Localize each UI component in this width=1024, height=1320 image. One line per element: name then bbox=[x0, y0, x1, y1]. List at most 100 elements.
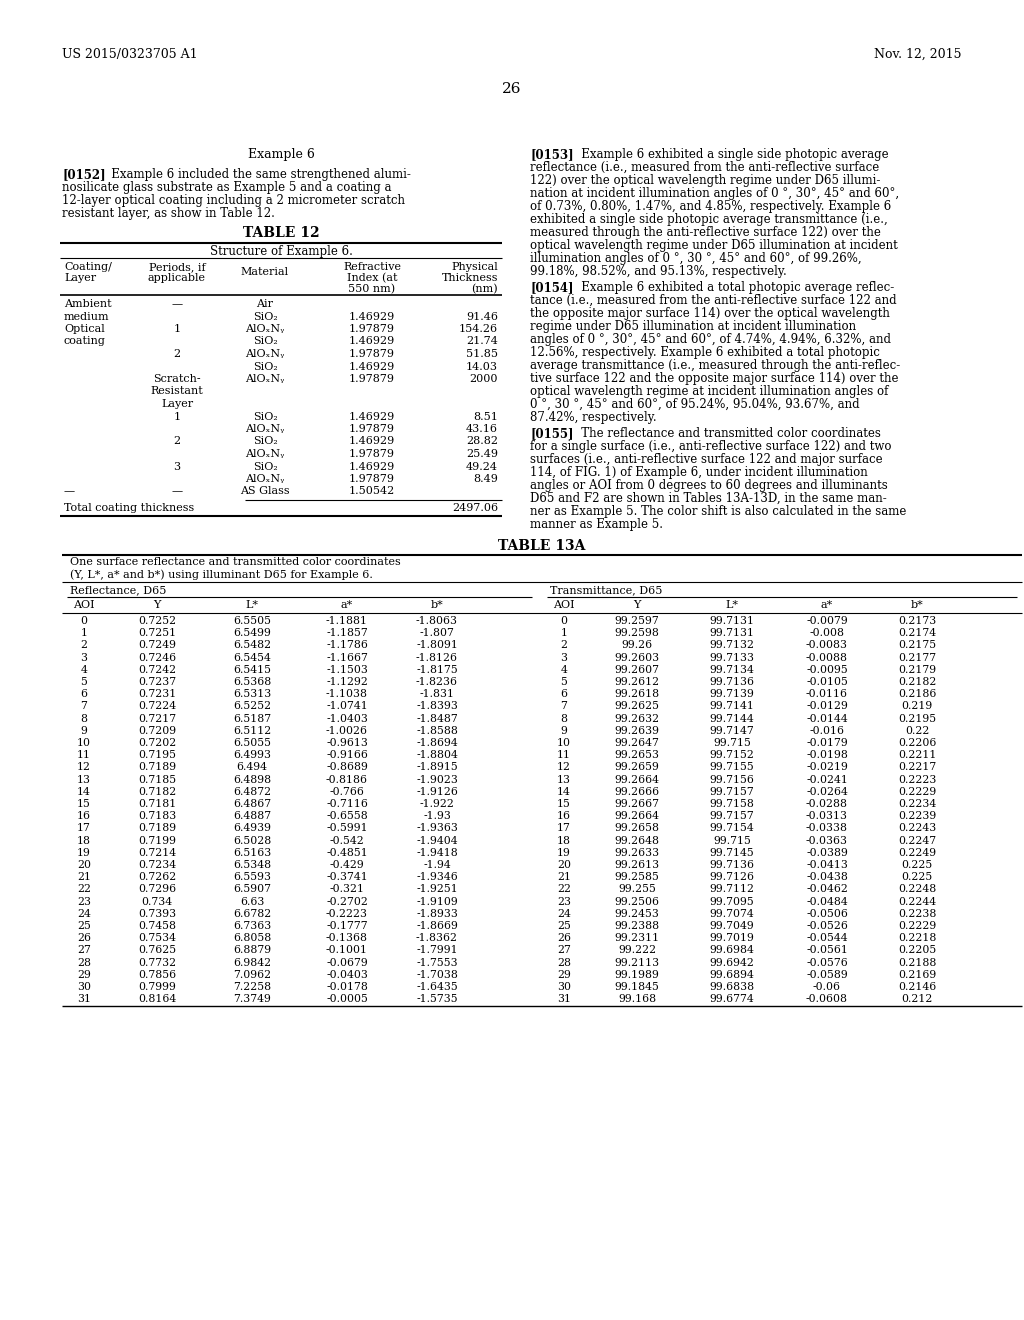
Text: -0.1777: -0.1777 bbox=[327, 921, 368, 931]
Text: 1.46929: 1.46929 bbox=[349, 362, 395, 371]
Text: 6.5499: 6.5499 bbox=[233, 628, 271, 638]
Text: 15: 15 bbox=[557, 799, 571, 809]
Text: -0.6558: -0.6558 bbox=[326, 812, 368, 821]
Text: L*: L* bbox=[725, 601, 738, 610]
Text: a*: a* bbox=[821, 601, 834, 610]
Text: -0.429: -0.429 bbox=[330, 861, 365, 870]
Text: 0.7214: 0.7214 bbox=[138, 847, 176, 858]
Text: -0.0608: -0.0608 bbox=[806, 994, 848, 1005]
Text: -0.0338: -0.0338 bbox=[806, 824, 848, 833]
Text: 9: 9 bbox=[81, 726, 87, 735]
Text: 1.97879: 1.97879 bbox=[349, 424, 395, 434]
Text: 0.2243: 0.2243 bbox=[898, 824, 936, 833]
Text: 0.7224: 0.7224 bbox=[138, 701, 176, 711]
Text: -0.2223: -0.2223 bbox=[326, 908, 368, 919]
Text: 0.2211: 0.2211 bbox=[898, 750, 936, 760]
Text: -0.0079: -0.0079 bbox=[806, 616, 848, 626]
Text: 99.7152: 99.7152 bbox=[710, 750, 755, 760]
Text: 99.2597: 99.2597 bbox=[614, 616, 659, 626]
Text: 6.5348: 6.5348 bbox=[232, 861, 271, 870]
Text: angles of 0 °, 30°, 45° and 60°, of 4.74%, 4.94%, 6.32%, and: angles of 0 °, 30°, 45° and 60°, of 4.74… bbox=[530, 333, 891, 346]
Text: 0.7182: 0.7182 bbox=[138, 787, 176, 797]
Text: 99.26: 99.26 bbox=[622, 640, 652, 651]
Text: 0.7199: 0.7199 bbox=[138, 836, 176, 846]
Text: Example 6 exhibited a total photopic average reflec-: Example 6 exhibited a total photopic ave… bbox=[570, 281, 894, 294]
Text: -1.7038: -1.7038 bbox=[416, 970, 458, 979]
Text: -0.0088: -0.0088 bbox=[806, 652, 848, 663]
Text: 3: 3 bbox=[173, 462, 180, 471]
Text: 0.7246: 0.7246 bbox=[138, 652, 176, 663]
Text: 28: 28 bbox=[77, 957, 91, 968]
Text: 6.8058: 6.8058 bbox=[232, 933, 271, 944]
Text: 0.225: 0.225 bbox=[901, 861, 933, 870]
Text: 99.7157: 99.7157 bbox=[710, 812, 755, 821]
Text: 99.715: 99.715 bbox=[713, 738, 751, 748]
Text: -0.0403: -0.0403 bbox=[326, 970, 368, 979]
Text: 6.5187: 6.5187 bbox=[232, 714, 271, 723]
Text: 7.0962: 7.0962 bbox=[232, 970, 271, 979]
Text: 27: 27 bbox=[557, 945, 571, 956]
Text: 31: 31 bbox=[557, 994, 571, 1005]
Text: -1.1292: -1.1292 bbox=[326, 677, 368, 686]
Text: -0.0179: -0.0179 bbox=[806, 738, 848, 748]
Text: 19: 19 bbox=[77, 847, 91, 858]
Text: 6.5028: 6.5028 bbox=[232, 836, 271, 846]
Text: Material: Material bbox=[241, 267, 289, 277]
Text: 0.7732: 0.7732 bbox=[138, 957, 176, 968]
Text: -1.1881: -1.1881 bbox=[326, 616, 368, 626]
Text: -1.1857: -1.1857 bbox=[326, 628, 368, 638]
Text: 1.97879: 1.97879 bbox=[349, 474, 395, 484]
Text: tive surface 122 and the opposite major surface 114) over the: tive surface 122 and the opposite major … bbox=[530, 372, 898, 385]
Text: 6.5415: 6.5415 bbox=[233, 665, 271, 675]
Text: 6: 6 bbox=[81, 689, 87, 700]
Text: 99.7134: 99.7134 bbox=[710, 665, 755, 675]
Text: 0.2234: 0.2234 bbox=[898, 799, 936, 809]
Text: 99.7144: 99.7144 bbox=[710, 714, 755, 723]
Text: -1.9023: -1.9023 bbox=[416, 775, 458, 784]
Text: 0.7183: 0.7183 bbox=[138, 812, 176, 821]
Text: 6.5112: 6.5112 bbox=[232, 726, 271, 735]
Text: 0.2249: 0.2249 bbox=[898, 847, 936, 858]
Text: 30: 30 bbox=[557, 982, 571, 993]
Text: 0.7262: 0.7262 bbox=[138, 873, 176, 882]
Text: ner as Example 5. The color shift is also calculated in the same: ner as Example 5. The color shift is als… bbox=[530, 506, 906, 517]
Text: 99.7126: 99.7126 bbox=[710, 873, 755, 882]
Text: 6.4898: 6.4898 bbox=[232, 775, 271, 784]
Text: 13: 13 bbox=[557, 775, 571, 784]
Text: 99.6984: 99.6984 bbox=[710, 945, 755, 956]
Text: [0152]: [0152] bbox=[62, 168, 105, 181]
Text: 0.2177: 0.2177 bbox=[898, 652, 936, 663]
Text: -0.8186: -0.8186 bbox=[326, 775, 368, 784]
Text: optical wavelength regime at incident illumination angles of: optical wavelength regime at incident il… bbox=[530, 385, 889, 399]
Text: 24: 24 bbox=[557, 908, 571, 919]
Text: 99.7155: 99.7155 bbox=[710, 763, 755, 772]
Text: 99.6838: 99.6838 bbox=[710, 982, 755, 993]
Text: 8: 8 bbox=[560, 714, 567, 723]
Text: 11: 11 bbox=[557, 750, 571, 760]
Text: 99.2648: 99.2648 bbox=[614, 836, 659, 846]
Text: 99.7139: 99.7139 bbox=[710, 689, 755, 700]
Text: 18: 18 bbox=[77, 836, 91, 846]
Text: -1.8393: -1.8393 bbox=[416, 701, 458, 711]
Text: coating: coating bbox=[63, 337, 105, 346]
Text: 99.7147: 99.7147 bbox=[710, 726, 755, 735]
Text: 0.7189: 0.7189 bbox=[138, 824, 176, 833]
Text: 99.2667: 99.2667 bbox=[614, 799, 659, 809]
Text: 99.2453: 99.2453 bbox=[614, 908, 659, 919]
Text: 0.7252: 0.7252 bbox=[138, 616, 176, 626]
Text: 6.7363: 6.7363 bbox=[232, 921, 271, 931]
Text: 99.7131: 99.7131 bbox=[710, 628, 755, 638]
Text: 0.7296: 0.7296 bbox=[138, 884, 176, 895]
Text: 99.7019: 99.7019 bbox=[710, 933, 755, 944]
Text: 1.46929: 1.46929 bbox=[349, 337, 395, 346]
Text: -0.0095: -0.0095 bbox=[806, 665, 848, 675]
Text: -1.6435: -1.6435 bbox=[416, 982, 458, 993]
Text: 99.222: 99.222 bbox=[617, 945, 656, 956]
Text: measured through the anti-reflective surface 122) over the: measured through the anti-reflective sur… bbox=[530, 226, 881, 239]
Text: a*: a* bbox=[341, 601, 353, 610]
Text: 27: 27 bbox=[77, 945, 91, 956]
Text: 99.7156: 99.7156 bbox=[710, 775, 755, 784]
Text: (nm): (nm) bbox=[471, 284, 498, 294]
Text: -0.0438: -0.0438 bbox=[806, 873, 848, 882]
Text: Layer: Layer bbox=[63, 273, 96, 282]
